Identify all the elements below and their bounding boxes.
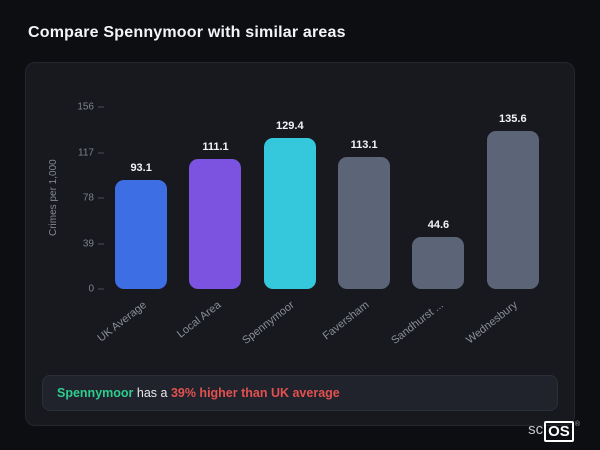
bar-value-label: 113.1 <box>350 139 378 152</box>
bar-value-label: 129.4 <box>276 120 304 133</box>
bar-sandhurst[interactable] <box>412 236 465 289</box>
y-axis-title: Crimes per 1,000 <box>48 159 59 237</box>
x-axis-label: Faversham <box>320 299 372 343</box>
y-tick-label: 39 <box>83 238 104 249</box>
plot-area: 93.1 UK Average 111.1 Local Area 129.4 Spenny… <box>95 107 550 351</box>
x-axis-label: Local Area <box>174 299 223 341</box>
bar-wednesbury[interactable] <box>486 130 539 289</box>
bar-column: 113.1 Faversham <box>321 107 401 351</box>
chart-card: Crimes per 1,000 156 117 78 39 0 93.1 UK Aver… <box>25 62 575 426</box>
bar-column: 93.1 UK Average <box>95 107 178 351</box>
summary-banner: Spennymoor has a 39% higher than UK aver… <box>42 375 558 411</box>
footer-highlight: Spennymoor <box>57 386 134 400</box>
bar-column: 111.1 Local Area <box>174 107 252 351</box>
y-tick-label: 156 <box>77 102 104 113</box>
y-tick-label: 0 <box>88 284 104 295</box>
bar-value-label: 135.6 <box>499 112 527 125</box>
y-tick-label: 78 <box>83 193 104 204</box>
bar-uk-average[interactable] <box>115 180 168 289</box>
scos-logo: sc OS ® <box>528 421 580 442</box>
bar-column: 44.6 Sandhurst ... <box>389 107 475 351</box>
bar-value-label: 93.1 <box>130 162 152 175</box>
x-axis-label: UK Average <box>95 299 149 345</box>
bar-faversham[interactable] <box>338 157 391 289</box>
bar-spennymoor[interactable] <box>263 138 316 289</box>
y-tick-label: 117 <box>78 147 104 158</box>
bar-value-label: 111.1 <box>202 141 229 154</box>
bar-chart: Crimes per 1,000 156 117 78 39 0 93.1 UK Aver… <box>46 102 550 351</box>
bar-value-label: 44.6 <box>427 218 450 231</box>
footer-middle: has a <box>133 386 171 400</box>
y-axis: Crimes per 1,000 156 117 78 39 0 <box>46 102 104 295</box>
footer-stat: 39% higher than UK average <box>170 386 340 400</box>
page-title: Compare Spennymoor with similar areas <box>28 24 346 41</box>
logo-prefix: sc <box>528 421 544 438</box>
bar-column: 135.6 Wednesbury <box>464 107 550 351</box>
logo-suffix: OS <box>544 421 574 442</box>
registered-mark-icon: ® <box>574 421 580 428</box>
footer-text: Spennymoor has a 39% higher than UK aver… <box>57 386 340 400</box>
bar-local-area[interactable] <box>189 159 242 289</box>
bar-column: 129.4 Spennymoor <box>241 107 327 351</box>
